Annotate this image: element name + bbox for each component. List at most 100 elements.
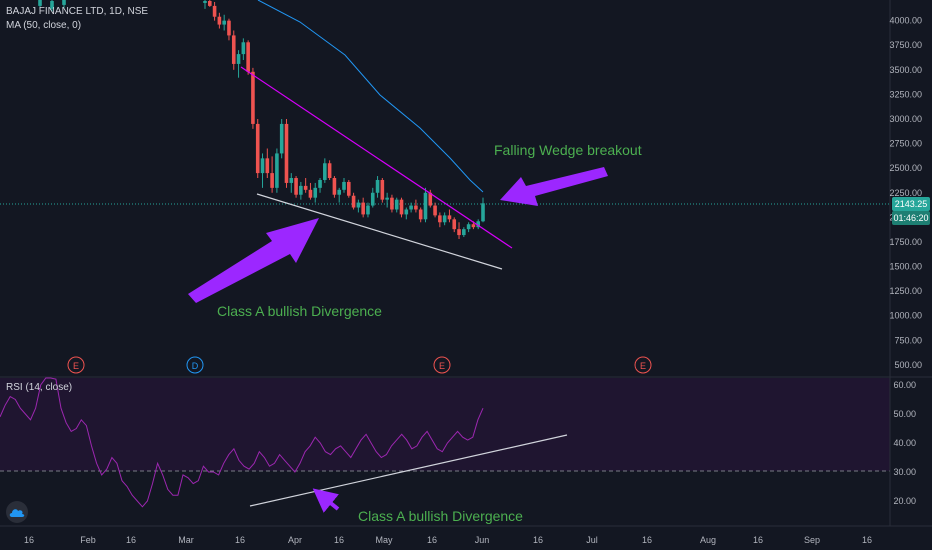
candle	[294, 176, 298, 198]
wedge-lower-line	[256, 193, 503, 270]
candle	[227, 18, 231, 41]
rsi-line	[0, 377, 484, 508]
candle	[433, 202, 437, 218]
candle	[275, 148, 279, 193]
candle	[303, 178, 308, 193]
time-tick-label: 16	[126, 535, 136, 545]
candle	[462, 227, 466, 238]
svg-text:E: E	[439, 361, 445, 371]
moving-average-layer	[257, 0, 484, 193]
candle	[62, 0, 66, 8]
candle	[289, 173, 294, 193]
rsi-axis: 60.00 50.00 40.00 30.00 20.00	[893, 380, 916, 506]
time-tick-label: Mar	[178, 535, 194, 545]
candle	[217, 12, 222, 29]
candles-layer	[38, 0, 485, 239]
candle	[447, 209, 452, 223]
time-axis: 16 Feb 16 Mar 16 Apr 16 May 16 Jun 16 Jul 16 Aug 16 Sep…	[24, 535, 872, 545]
candle	[318, 178, 322, 193]
time-tick-label: 16	[235, 535, 245, 545]
event-marker-e1[interactable]: E	[67, 356, 85, 374]
time-tick-label: Apr	[288, 535, 302, 545]
time-tick-label: 16	[533, 535, 543, 545]
rsi-layer	[0, 377, 484, 508]
candle	[346, 179, 351, 198]
price-axis: 4000.00 3750.00 3500.00 3250.00 3000.00 2750.…	[889, 16, 922, 370]
time-tick-label: May	[375, 535, 393, 545]
ma-legend[interactable]: MA (50, close, 0)	[6, 20, 82, 31]
candle	[404, 207, 409, 220]
candle	[452, 217, 457, 233]
price-tick-label: 1750.00	[889, 237, 922, 247]
rsi-divergence-line	[249, 434, 568, 507]
price-tick-label: 750.00	[894, 335, 922, 345]
time-tick-label: 16	[427, 535, 437, 545]
candle	[442, 212, 447, 226]
rsi-tick-label: 50.00	[893, 409, 916, 419]
rsi-tick-label: 20.00	[893, 496, 916, 506]
candle	[38, 0, 42, 9]
candle	[438, 212, 442, 228]
ma-line	[257, 0, 484, 193]
annotation-price-divergence: Class A bullish Divergence	[217, 303, 382, 319]
symbol-legend[interactable]: BAJAJ FINANCE LTD, 1D, NSE	[6, 6, 149, 17]
candle	[265, 148, 270, 179]
candle	[50, 0, 54, 12]
candle	[337, 187, 342, 203]
price-tick-label: 1000.00	[889, 311, 922, 321]
candle	[476, 219, 481, 230]
price-tick-label: 4000.00	[889, 16, 922, 26]
rsi-tick-label: 30.00	[893, 467, 916, 477]
price-tick-label: 3250.00	[889, 89, 922, 99]
candle	[332, 176, 337, 198]
candle	[327, 160, 332, 180]
price-tick-label: 2250.00	[889, 188, 922, 198]
candle	[418, 207, 423, 223]
time-tick-label: 16	[24, 535, 34, 545]
event-marker-d[interactable]: D	[186, 356, 204, 374]
candle	[222, 14, 226, 31]
candle	[370, 187, 375, 208]
annotation-wedge-breakout: Falling Wedge breakout	[494, 142, 642, 158]
candle	[409, 202, 413, 213]
time-tick-label: Sep	[804, 535, 820, 545]
price-tick-label: 2500.00	[889, 163, 922, 173]
candle	[284, 119, 289, 188]
price-tick-label: 3500.00	[889, 65, 922, 75]
candle	[390, 194, 394, 213]
svg-text:D: D	[192, 361, 199, 371]
candle	[251, 67, 255, 129]
candle	[255, 119, 260, 179]
price-tick-label: 1250.00	[889, 286, 922, 296]
time-tick-label: 16	[334, 535, 344, 545]
event-marker-e3[interactable]: E	[634, 356, 652, 374]
app-logo[interactable]	[6, 501, 28, 523]
svg-text:2143.25: 2143.25	[895, 199, 928, 209]
rsi-legend[interactable]: RSI (14, close)	[6, 382, 73, 393]
price-tick-label: 3750.00	[889, 40, 922, 50]
candle	[385, 192, 389, 208]
svg-text:E: E	[73, 361, 79, 371]
wedge-upper-line	[240, 66, 513, 249]
cloud-icon	[9, 509, 25, 517]
time-tick-label: Feb	[80, 535, 96, 545]
candle	[394, 197, 399, 213]
price-tick-label: 2750.00	[889, 139, 922, 149]
candle	[466, 222, 471, 233]
arrow-to-breakout	[500, 167, 608, 206]
time-tick-label: 16	[642, 535, 652, 545]
event-marker-e2[interactable]: E	[433, 356, 451, 374]
candle	[481, 197, 485, 223]
time-tick-label: Aug	[700, 535, 716, 545]
svg-text:E: E	[640, 361, 646, 371]
candle	[399, 197, 404, 218]
candle	[203, 0, 207, 9]
arrow-to-wedge-low	[188, 218, 319, 303]
candle	[351, 192, 356, 210]
annotation-rsi-divergence: Class A bullish Divergence	[358, 508, 523, 524]
candle	[241, 38, 246, 60]
candle	[457, 222, 461, 239]
price-tick-label: 500.00	[894, 360, 922, 370]
candle	[308, 182, 313, 200]
